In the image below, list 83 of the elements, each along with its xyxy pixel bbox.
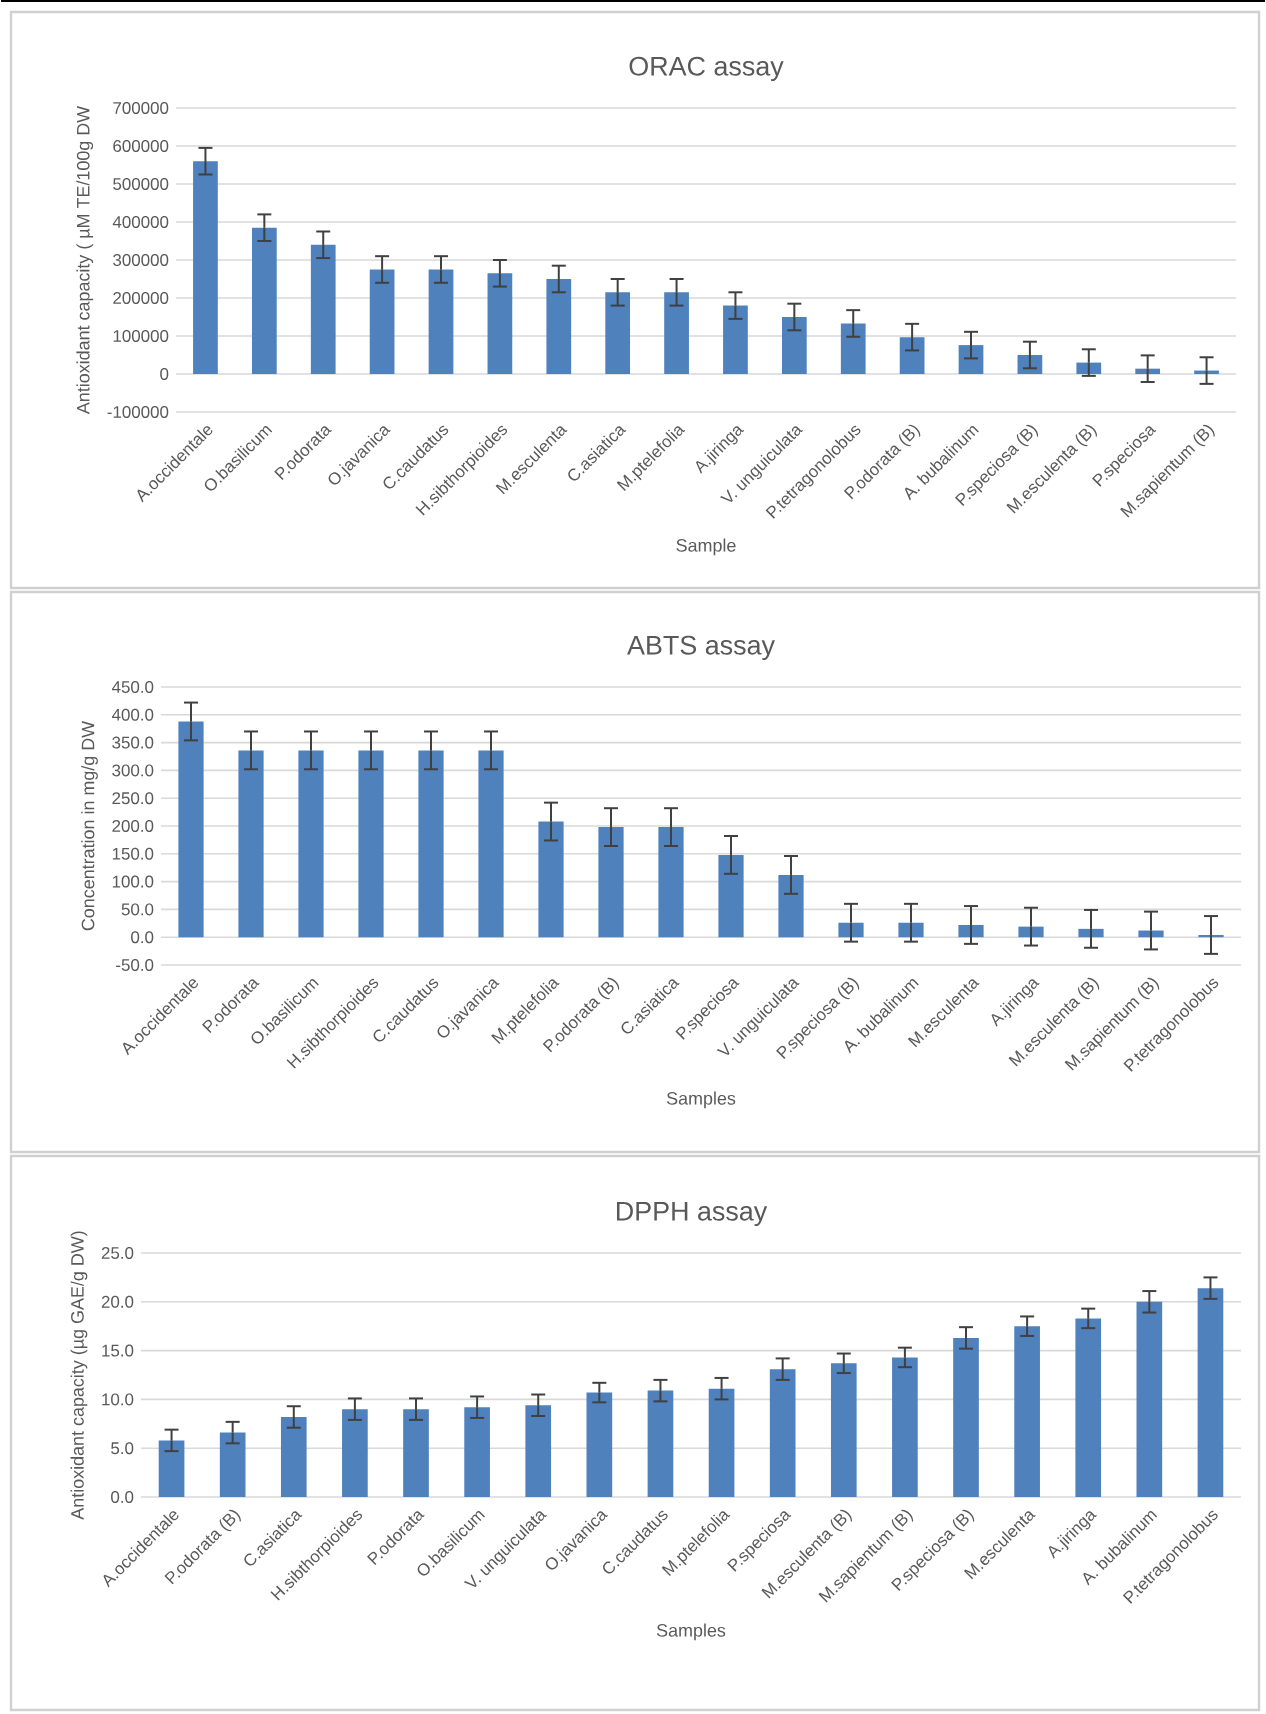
bar bbox=[251, 227, 277, 374]
y-tick-label: 600000 bbox=[113, 140, 169, 152]
y-tick-label: 5.0 bbox=[111, 1442, 134, 1455]
bar bbox=[958, 345, 984, 374]
bar bbox=[664, 292, 689, 374]
bar bbox=[958, 924, 984, 938]
y-tick-label: 250.0 bbox=[112, 792, 154, 805]
bar bbox=[605, 292, 631, 374]
y-tick-label: 350.0 bbox=[112, 736, 154, 749]
x-axis-title: Samples bbox=[666, 1091, 736, 1109]
y-tick-label: 10.0 bbox=[102, 1393, 134, 1406]
bar bbox=[538, 821, 564, 938]
bar bbox=[647, 1390, 674, 1497]
y-tick-label: 150.0 bbox=[112, 847, 154, 860]
bar bbox=[219, 1432, 246, 1497]
bar bbox=[358, 750, 384, 938]
y-tick-label: 200000 bbox=[113, 292, 169, 304]
y-tick-label: 400000 bbox=[112, 216, 169, 228]
bar bbox=[546, 278, 572, 374]
chart-title: ABTS assay bbox=[627, 635, 775, 661]
chart-title: DPPH assay bbox=[616, 1201, 768, 1227]
y-tick-label: -50.0 bbox=[116, 959, 154, 971]
bar bbox=[280, 1416, 307, 1497]
bar bbox=[178, 721, 204, 938]
bar bbox=[1197, 1288, 1224, 1497]
x-axis-title: Samples bbox=[656, 1623, 726, 1641]
bar bbox=[781, 316, 807, 374]
bar bbox=[298, 750, 324, 938]
bar bbox=[840, 323, 866, 374]
bar bbox=[193, 161, 218, 374]
bar bbox=[1136, 1301, 1163, 1497]
y-tick-label: 20.0 bbox=[101, 1295, 134, 1308]
y-tick-label: 100000 bbox=[113, 330, 169, 342]
bar bbox=[238, 750, 264, 938]
bar bbox=[158, 1440, 185, 1497]
y-tick-label: 300000 bbox=[113, 254, 169, 266]
bar bbox=[1018, 926, 1044, 938]
y-tick-label: 0.0 bbox=[131, 931, 154, 944]
y-tick-label: 0 bbox=[160, 368, 169, 380]
bar bbox=[418, 750, 444, 938]
x-axis-title: Sample bbox=[676, 538, 736, 556]
y-tick-label: 100.0 bbox=[112, 875, 154, 888]
y-tick-label: 0.0 bbox=[111, 1491, 134, 1503]
bar bbox=[708, 1388, 735, 1497]
bar bbox=[718, 854, 744, 938]
bar bbox=[830, 1363, 857, 1497]
bar bbox=[1075, 1318, 1102, 1497]
y-tick-label: 400.0 bbox=[111, 708, 154, 721]
y-axis-title: Antioxidant capacity ( µM TE/100g DW bbox=[76, 105, 94, 415]
bar bbox=[953, 1337, 979, 1497]
bar bbox=[838, 922, 864, 938]
y-axis-title: Concentration in mg/g DW bbox=[81, 720, 98, 931]
y-tick-label: -100000 bbox=[107, 406, 169, 418]
y-tick-label: 700000 bbox=[113, 102, 169, 114]
y-tick-label: 500000 bbox=[113, 178, 169, 190]
y-tick-label: 50.0 bbox=[121, 903, 154, 916]
bar bbox=[464, 1407, 490, 1497]
y-tick-label: 450.0 bbox=[111, 681, 154, 693]
bar bbox=[1014, 1326, 1040, 1497]
bar bbox=[369, 269, 395, 374]
bar bbox=[342, 1409, 368, 1497]
bar bbox=[892, 1357, 918, 1497]
bar bbox=[525, 1405, 552, 1497]
bar bbox=[1078, 928, 1104, 938]
chart-title: ORAC assay bbox=[629, 56, 784, 82]
bar bbox=[487, 273, 513, 374]
bar bbox=[310, 244, 336, 374]
bar bbox=[478, 750, 504, 938]
bar bbox=[403, 1409, 429, 1497]
y-tick-label: 200.0 bbox=[112, 820, 154, 832]
y-tick-label: 15.0 bbox=[102, 1344, 134, 1357]
bar bbox=[586, 1392, 613, 1497]
y-tick-label: 300.0 bbox=[112, 764, 154, 777]
y-axis-title: Antioxidant capacity (µg GAE/g DW) bbox=[70, 1231, 88, 1520]
bar bbox=[598, 827, 624, 938]
bar bbox=[769, 1369, 796, 1497]
bar bbox=[658, 827, 684, 938]
bar bbox=[778, 874, 804, 938]
bar bbox=[898, 922, 924, 938]
bar bbox=[428, 269, 454, 374]
bar bbox=[899, 337, 925, 374]
y-tick-label: 25.0 bbox=[101, 1247, 134, 1259]
bar bbox=[723, 305, 748, 374]
